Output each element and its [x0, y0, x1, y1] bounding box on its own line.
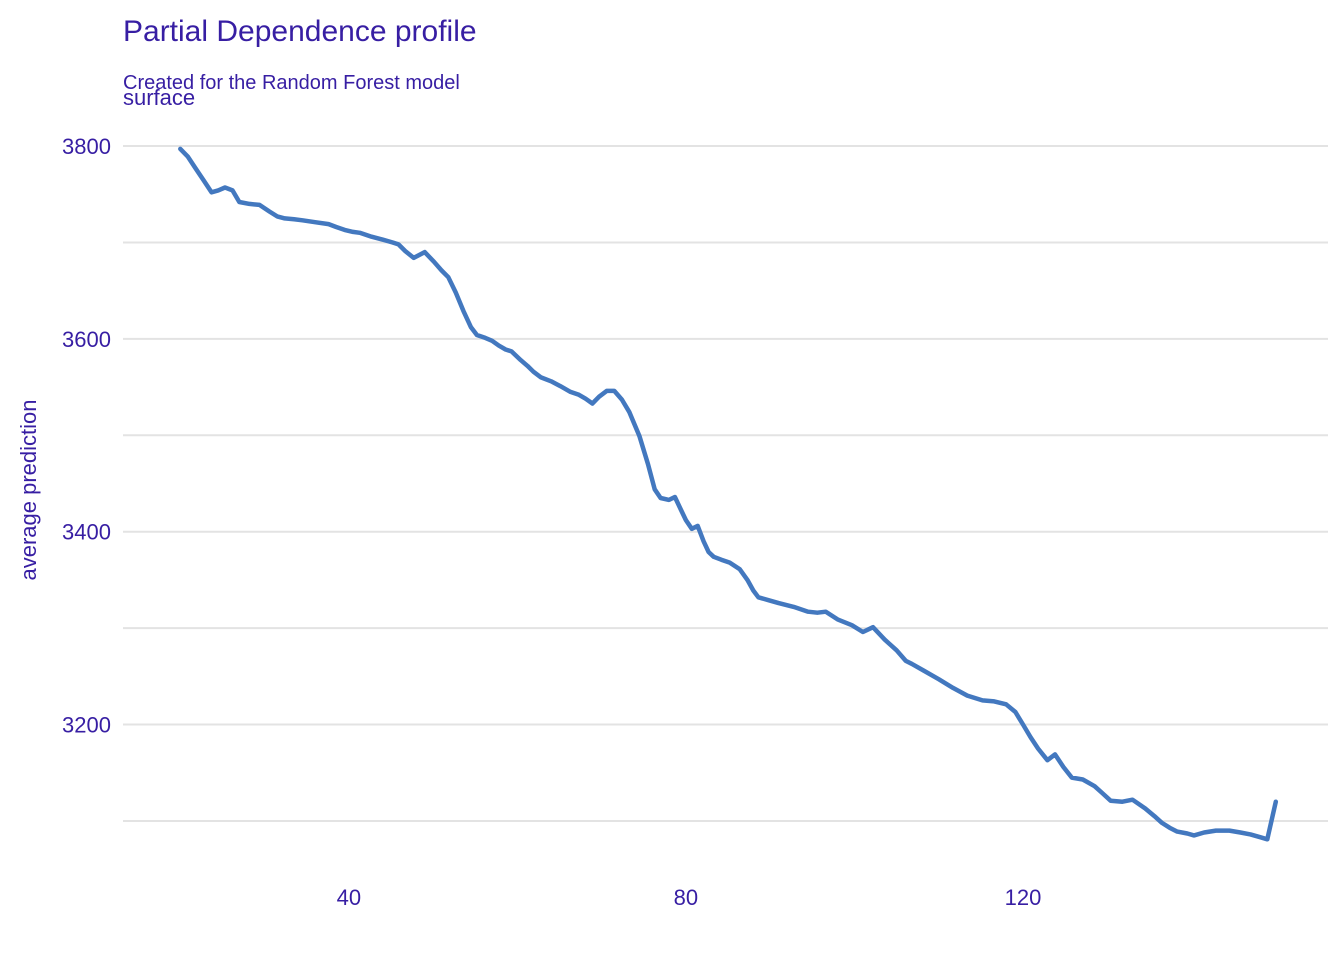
y-tick-label: 3600 [62, 327, 111, 352]
facet-strip-label: surface [123, 85, 196, 110]
y-tick-label: 3800 [62, 134, 111, 159]
chart-subtitle: Created for the Random Forest model [123, 72, 460, 94]
y-tick-label: 3400 [62, 520, 111, 545]
x-tick-label: 120 [1005, 885, 1042, 910]
pdp-line [178, 146, 1279, 842]
y-tick-label: 3200 [62, 713, 111, 738]
chart-title: Partial Dependence profile [123, 15, 477, 48]
x-tick-label: 80 [674, 885, 698, 910]
x-tick-label: 40 [337, 885, 361, 910]
y-axis-title: average prediction [16, 399, 41, 581]
